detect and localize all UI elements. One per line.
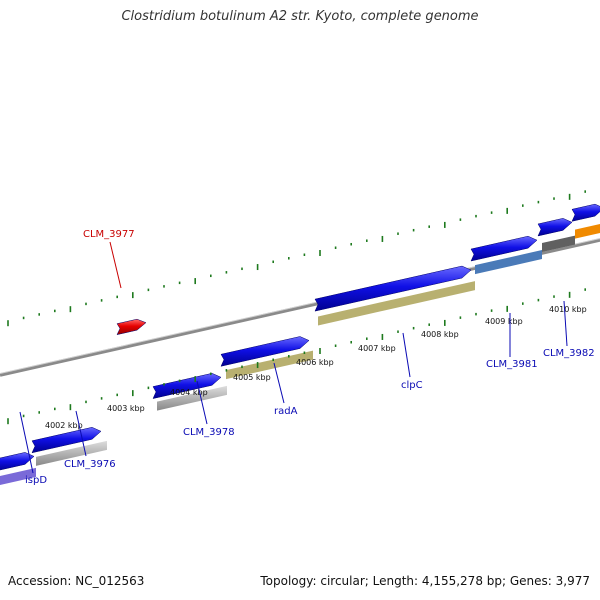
forward-gene-arrow [31, 427, 102, 454]
feature-bar [0, 467, 36, 485]
callout-line-clpc [402, 332, 411, 378]
reverse-gene-clm3977 [116, 318, 147, 336]
position-label: 4005 kbp [233, 373, 271, 382]
gene-callouts [19, 241, 568, 474]
forward-gene-arrow [571, 203, 600, 222]
forward-gene-arrow [220, 336, 310, 367]
inner-tick-ring [7, 288, 587, 425]
position-label: 4008 kbp [421, 330, 459, 339]
reverse-gene-arrow [116, 318, 147, 336]
forward-gene-arrow [470, 235, 538, 262]
callout-line-clm3976 [75, 410, 87, 457]
position-label: 4010 kbp [549, 305, 587, 314]
gene-labels: CLM_3977 ispD CLM_3976 CLM_3978 radA clp… [25, 229, 595, 486]
genome-summary-text: Topology: circular; Length: 4,155,278 bp… [260, 574, 590, 588]
feature-bar [542, 235, 575, 253]
gene-label-clm3977: CLM_3977 [83, 229, 135, 240]
gene-label-clpc: clpC [401, 380, 423, 391]
feature-bars [0, 224, 600, 485]
callout-line-clm3982 [563, 300, 568, 347]
position-label: 4004 kbp [170, 388, 208, 397]
gene-label-clm3978: CLM_3978 [183, 427, 235, 438]
feature-bar [318, 281, 475, 326]
gene-label-clm3982: CLM_3982 [543, 348, 595, 359]
position-labels: 4002 kbp 4003 kbp 4004 kbp 4005 kbp 4006… [45, 305, 587, 430]
feature-bar [157, 385, 227, 411]
forward-gene-arrow [537, 218, 573, 237]
map-title: Clostridium botulinum A2 str. Kyoto, com… [121, 9, 479, 24]
position-label: 4003 kbp [107, 404, 145, 413]
position-label: 4006 kbp [296, 358, 334, 367]
callout-line-clm3977 [109, 241, 122, 289]
callout-line-clm3978 [196, 380, 208, 425]
position-label: 4007 kbp [358, 344, 396, 353]
forward-strand-genes [0, 203, 600, 471]
feature-bar [36, 440, 107, 466]
gene-label-ispd: ispD [25, 475, 47, 486]
gene-label-clm3981: CLM_3981 [486, 359, 538, 370]
gene-label-clm3976: CLM_3976 [64, 459, 116, 470]
accession-text: Accession: NC_012563 [8, 574, 145, 588]
forward-gene-arrow [152, 373, 222, 399]
forward-gene-arrow [0, 452, 35, 471]
feature-bar [575, 224, 600, 239]
feature-bar [475, 250, 542, 275]
position-label: 4002 kbp [45, 421, 83, 430]
feature-bar [226, 350, 313, 380]
position-label: 4009 kbp [485, 317, 523, 326]
forward-gene-arrow [314, 265, 472, 312]
callout-line-ispd [19, 411, 34, 474]
outer-tick-ring [7, 190, 587, 327]
callout-line-rada [273, 362, 285, 404]
gene-label-rada: radA [274, 406, 298, 417]
